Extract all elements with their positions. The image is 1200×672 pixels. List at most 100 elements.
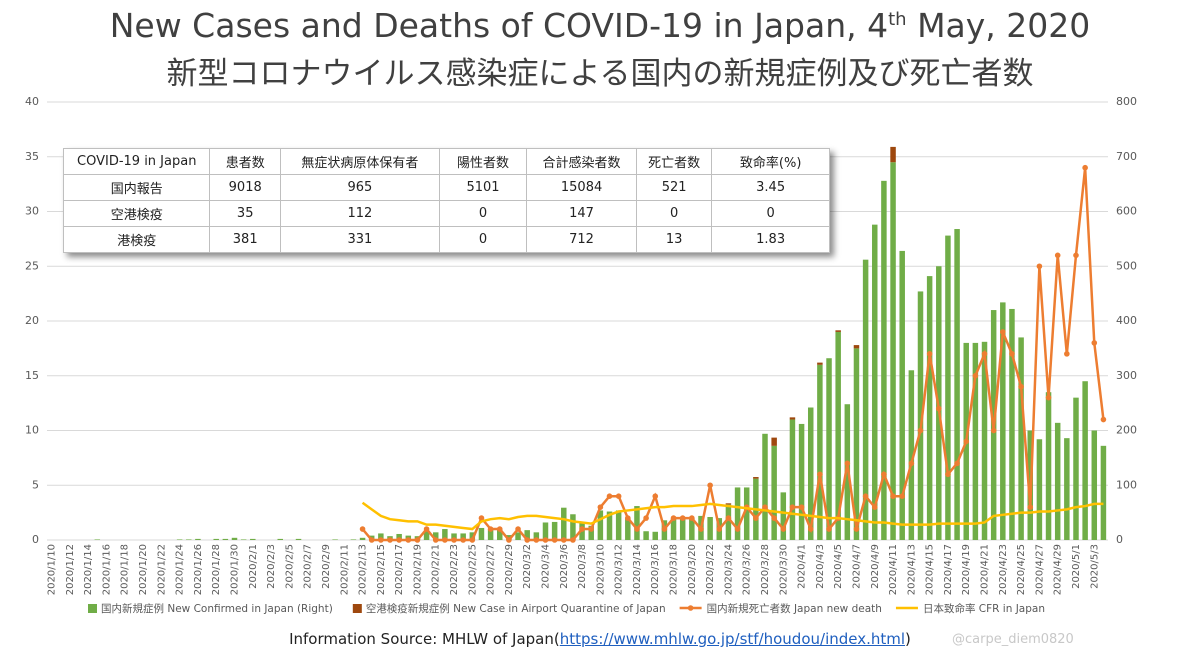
y-tick-label: 5 <box>32 478 39 491</box>
marker <box>551 537 558 543</box>
bar <box>670 518 677 540</box>
bar <box>250 538 256 540</box>
bar <box>1064 438 1070 540</box>
bar <box>862 259 869 540</box>
table-cell: 0 <box>636 200 713 227</box>
table-cell: 3.45 <box>711 174 830 201</box>
marker <box>990 427 997 434</box>
bar <box>469 532 476 540</box>
bar <box>551 521 558 540</box>
bar <box>789 417 796 420</box>
bar <box>1009 308 1015 540</box>
marker <box>981 351 988 357</box>
bar <box>176 539 183 540</box>
bar <box>1018 337 1024 540</box>
bar <box>570 514 576 540</box>
title-part: May, 2020 <box>906 6 1091 45</box>
marker <box>652 493 659 500</box>
x-tick-label: 2020/5/3 <box>1089 544 1100 589</box>
source-link[interactable]: https://www.mhlw.go.jp/stf/houdou/index.… <box>559 630 906 648</box>
marker <box>908 460 915 467</box>
bar <box>835 330 841 332</box>
marker <box>478 515 485 521</box>
x-tick-label: 2020/2/9 <box>321 544 332 589</box>
marker <box>378 537 384 543</box>
marker <box>698 526 704 532</box>
bar <box>707 517 713 540</box>
bar <box>542 522 549 540</box>
x-tick-label: 2020/3/24 <box>723 544 734 595</box>
marker <box>817 471 823 478</box>
bar <box>588 525 594 540</box>
x-tick-label: 2020/3/30 <box>778 544 789 595</box>
bar <box>615 510 622 540</box>
bar <box>277 538 283 540</box>
bar <box>762 433 768 540</box>
marker <box>515 526 521 532</box>
marker <box>771 515 777 521</box>
marker <box>862 493 869 500</box>
table-cell: 381 <box>209 226 281 253</box>
bar <box>771 445 777 540</box>
x-tick-label: 2020/3/12 <box>614 544 625 595</box>
bar <box>332 539 338 540</box>
marker <box>734 526 741 532</box>
marker <box>533 537 540 543</box>
marker <box>1009 351 1015 357</box>
marker <box>405 537 412 543</box>
bar <box>1045 392 1052 540</box>
x-tick-label: 2020/4/21 <box>980 544 991 595</box>
x-tick-label: 2020/3/6 <box>559 544 570 589</box>
table-cell: 9018 <box>209 174 281 201</box>
bar <box>350 539 357 540</box>
marker <box>716 526 723 532</box>
bar <box>94 539 101 540</box>
bar <box>606 511 613 540</box>
x-tick-label: 2020/4/11 <box>888 544 899 595</box>
bar <box>1100 445 1107 540</box>
x-tick-label: 2020/1/22 <box>156 544 167 595</box>
marker <box>396 537 402 543</box>
bar <box>231 537 238 540</box>
marker <box>935 405 942 412</box>
marker <box>670 515 677 521</box>
bar <box>881 180 887 540</box>
x-tick-label: 2020/1/10 <box>47 544 58 595</box>
bar <box>853 345 860 349</box>
marker <box>826 526 832 532</box>
x-tick-label: 2020/1/20 <box>138 544 149 595</box>
y-tick-label: 10 <box>25 424 39 437</box>
y2-tick-label: 500 <box>1116 259 1137 272</box>
table-cell: 15084 <box>526 174 638 201</box>
y2-tick-label: 0 <box>1116 533 1123 546</box>
y2-tick-label: 700 <box>1116 150 1137 163</box>
bar <box>561 507 567 540</box>
x-tick-label: 2020/2/5 <box>284 544 295 589</box>
marker <box>634 526 640 532</box>
y-tick-label: 30 <box>25 205 39 218</box>
x-tick-label: 2020/1/24 <box>175 544 186 595</box>
source: Information Source: MHLW of Japan(https:… <box>0 630 1200 648</box>
marker <box>524 537 530 543</box>
legend-marker <box>687 605 694 611</box>
bar <box>396 533 402 540</box>
bar <box>945 235 951 540</box>
marker <box>899 493 906 500</box>
marker <box>615 493 622 500</box>
marker <box>679 515 686 521</box>
y-tick-label: 25 <box>25 259 39 272</box>
marker <box>890 493 896 500</box>
marker <box>1100 416 1107 423</box>
marker <box>588 526 595 532</box>
source-suffix: ) <box>905 630 911 648</box>
marker <box>359 526 366 532</box>
x-tick-label: 2020/2/15 <box>376 544 387 595</box>
x-tick-label: 2020/3/26 <box>742 544 753 595</box>
x-tick-label: 2020/3/28 <box>760 544 771 595</box>
marker <box>606 493 613 500</box>
bar <box>423 530 430 540</box>
title-superscript: th <box>888 9 907 30</box>
x-tick-label: 2020/3/14 <box>632 544 643 595</box>
x-tick-label: 2020/2/17 <box>394 544 405 595</box>
marker <box>643 515 649 521</box>
